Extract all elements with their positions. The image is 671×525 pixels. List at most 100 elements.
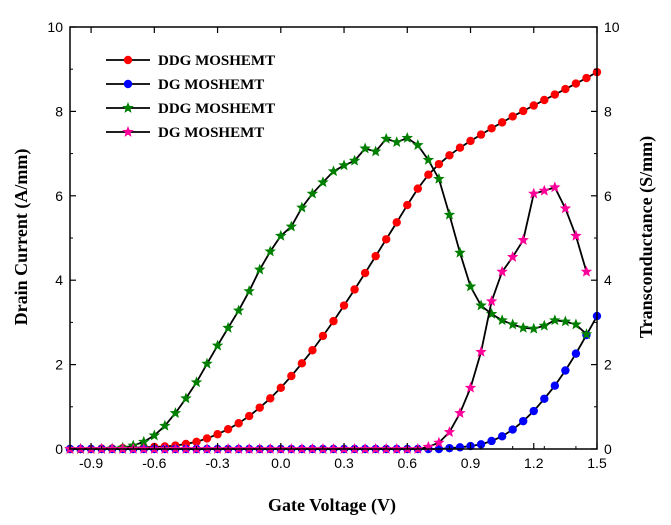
data-point [371, 251, 380, 261]
data-point [443, 426, 456, 437]
data-point [506, 318, 519, 330]
data-point [403, 200, 412, 210]
y2-tick-label: 0 [604, 441, 612, 457]
data-point [508, 425, 517, 434]
data-point [454, 246, 466, 258]
data-point [276, 383, 285, 393]
y-tick-label: 2 [55, 357, 63, 373]
y-tick-label: 10 [47, 19, 63, 35]
data-point [538, 319, 551, 331]
data-point [519, 106, 528, 116]
data-point [201, 357, 213, 369]
data-point [582, 73, 591, 83]
data-point [561, 366, 570, 375]
data-point [455, 143, 465, 152]
data-point [580, 328, 593, 340]
data-point [169, 407, 182, 418]
data-point [138, 435, 150, 447]
data-point [232, 304, 245, 316]
y2-tick-label: 8 [604, 103, 612, 119]
data-point [476, 440, 486, 449]
data-point [264, 245, 276, 257]
data-point [538, 184, 551, 196]
x-tick-label: 0.0 [271, 455, 291, 471]
data-point [454, 407, 466, 418]
data-point [433, 172, 445, 184]
data-point [434, 159, 444, 169]
data-point [327, 165, 340, 177]
data-point [422, 153, 435, 165]
x-tick-label: 0.3 [334, 455, 354, 471]
legend: DDG MOSHEMT DG MOSHEMT DDG MOSHEMT DG MOSHE… [106, 53, 275, 141]
y2-axis-title: Transconductance (S/mm) [636, 136, 657, 338]
data-point [192, 437, 201, 447]
data-point [318, 331, 328, 341]
data-point [549, 181, 561, 193]
x-tick-label: 0.6 [398, 455, 418, 471]
data-point [360, 268, 370, 278]
data-point [455, 443, 465, 452]
y-tick-label: 8 [55, 103, 63, 119]
data-point [549, 314, 561, 326]
data-point [317, 176, 329, 188]
x-tick-label: 0.9 [461, 455, 481, 471]
data-point [550, 90, 560, 99]
data-point [540, 95, 549, 105]
y2-tick-label: 2 [604, 357, 612, 373]
legend-marker [122, 102, 134, 113]
data-point [529, 101, 538, 110]
data-point [443, 208, 456, 220]
series-line [70, 315, 598, 450]
data-point [296, 201, 308, 213]
data-point [464, 280, 477, 292]
x-tick-label: -0.9 [79, 455, 103, 471]
data-point [485, 295, 498, 307]
data-point [422, 440, 435, 452]
data-point [529, 406, 538, 416]
y2-tick-label: 6 [604, 188, 612, 204]
data-point [519, 416, 528, 426]
data-point [285, 220, 298, 232]
y-axis-title: Drain Current (A/mm) [11, 149, 32, 326]
data-point [306, 187, 319, 199]
y2-tick-label: 10 [604, 19, 620, 35]
data-point [559, 315, 572, 327]
data-point [528, 187, 540, 199]
axes: -0.9 -0.6 -0.3 0.0 0.3 0.6 0.9 1.2 1.50246810024… [47, 19, 619, 471]
data-point [391, 136, 403, 148]
data-point [190, 376, 203, 388]
data-point [424, 170, 433, 179]
legend-label: DG MOSHEMT [158, 77, 264, 93]
data-point [445, 151, 454, 160]
data-point [561, 84, 570, 94]
data-point [528, 322, 540, 334]
legend-marker [122, 126, 134, 137]
data-point [550, 381, 560, 390]
data-point [570, 318, 582, 330]
legend-marker [123, 79, 133, 89]
data-point [571, 79, 581, 88]
data-point [148, 429, 161, 441]
x-tick-label: 1.2 [524, 455, 544, 471]
legend-marker [123, 55, 133, 65]
series-1 [65, 311, 602, 454]
data-point [380, 132, 392, 144]
data-point [580, 265, 593, 277]
data-point [159, 419, 171, 431]
data-point [223, 424, 233, 434]
y-tick-label: 6 [55, 188, 63, 204]
data-point [329, 316, 338, 326]
data-point [412, 139, 424, 151]
data-point [540, 394, 549, 403]
series-2 [64, 131, 593, 454]
data-point [222, 321, 234, 333]
data-point [244, 411, 254, 421]
data-point [275, 229, 287, 241]
data-point [243, 285, 255, 297]
data-point [308, 346, 317, 355]
data-point [382, 235, 391, 244]
legend-label: DDG MOSHEMT [158, 101, 275, 117]
series-line [70, 136, 588, 450]
data-point [254, 263, 266, 275]
